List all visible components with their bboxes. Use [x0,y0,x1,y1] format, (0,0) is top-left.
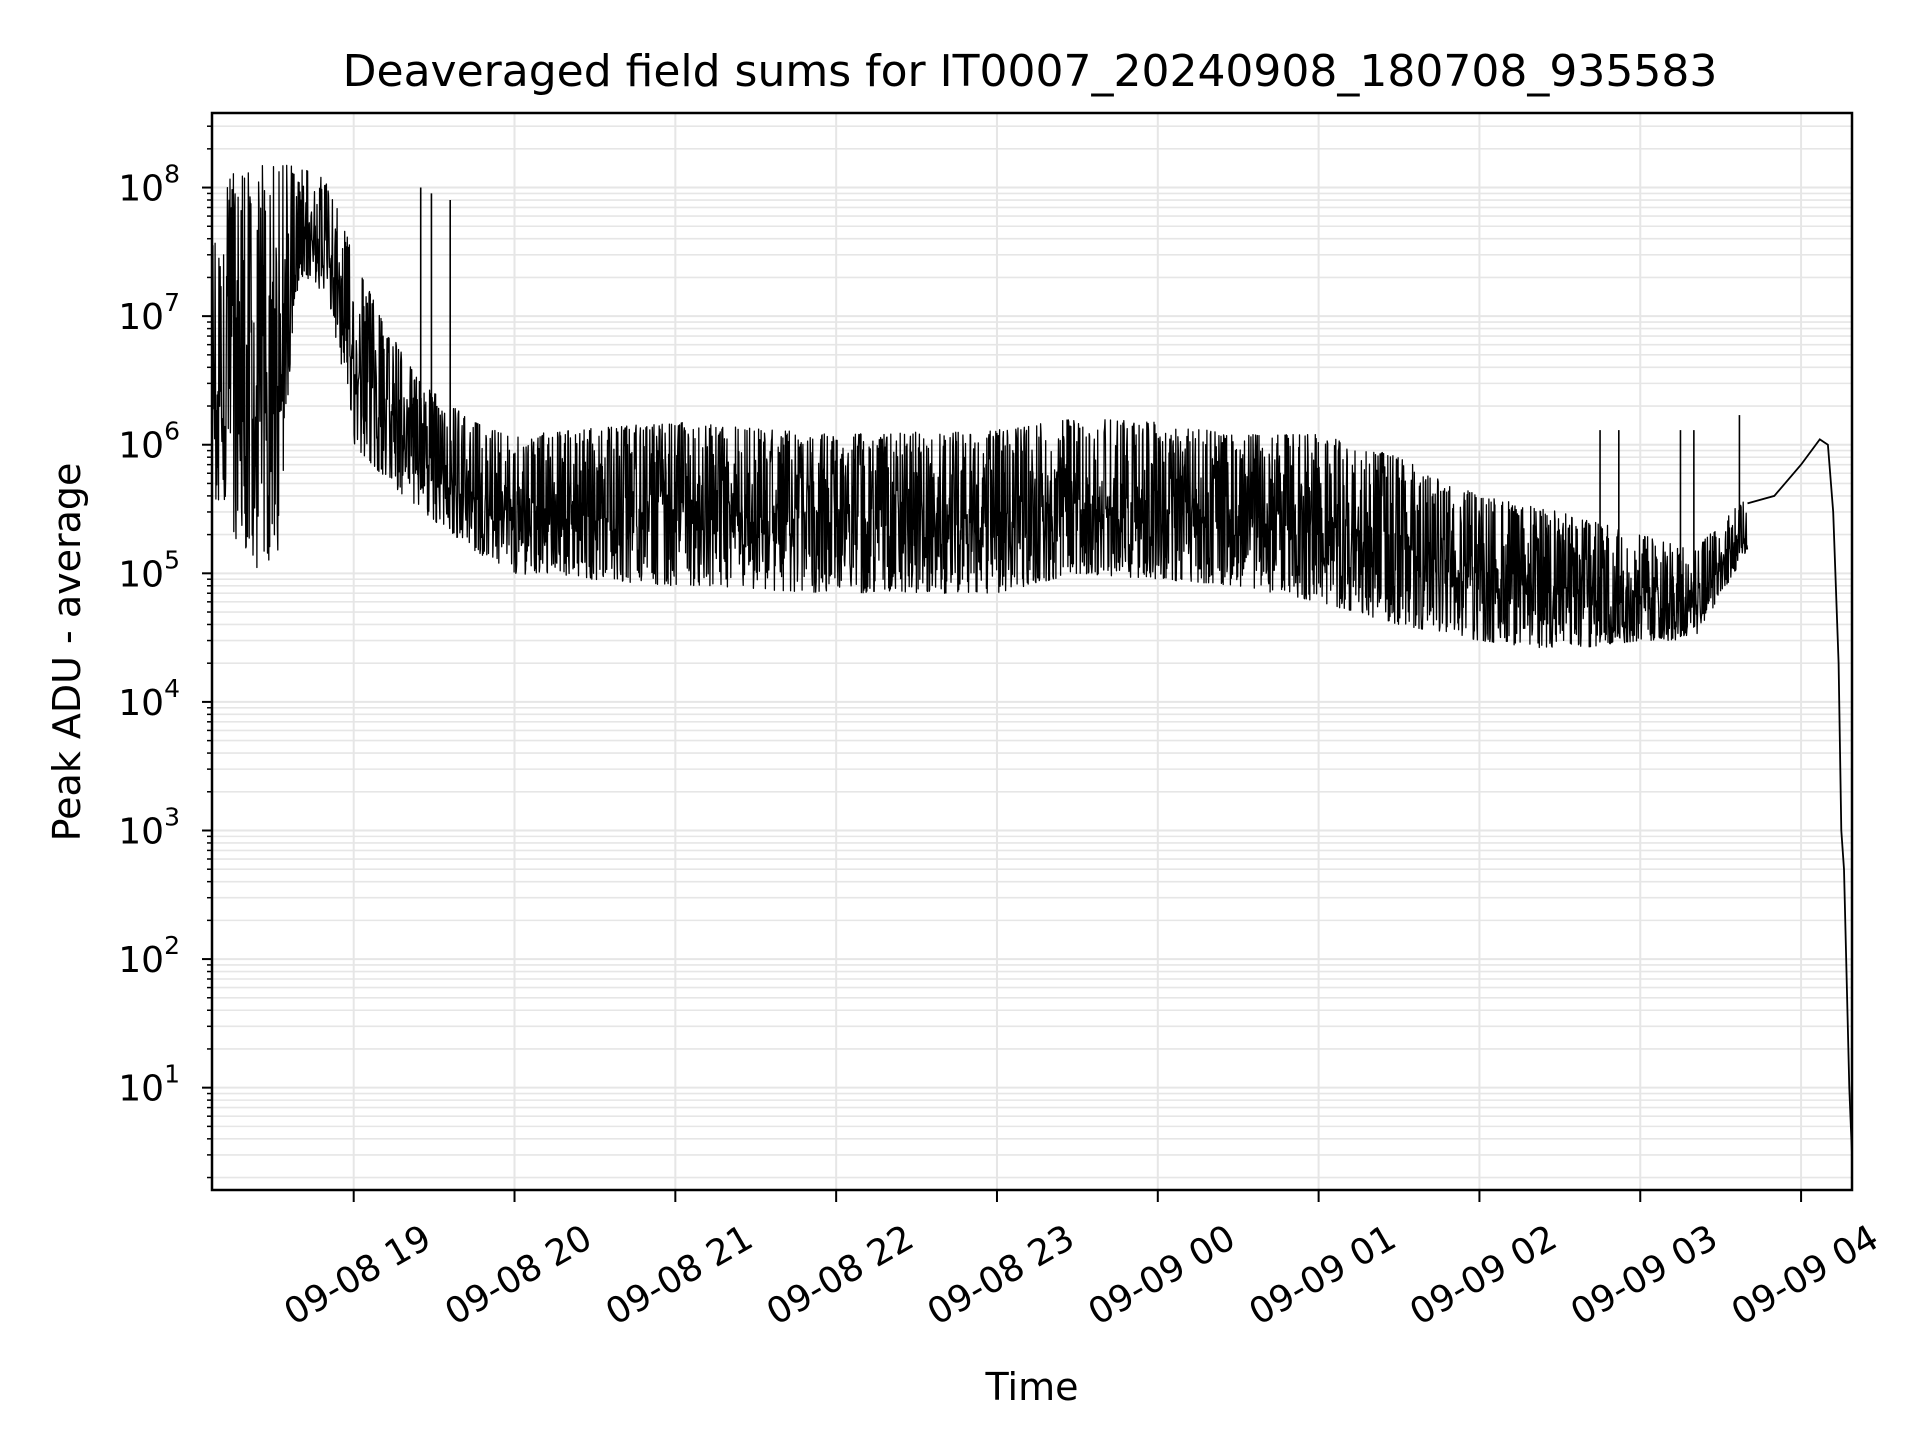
y-tick-label: 104 [118,674,180,724]
y-axis-label: Peak ADU - average [45,463,89,842]
axes-frame [210,111,1854,1192]
y-tick-label: 101 [118,1060,180,1110]
y-tick-label: 105 [118,545,180,595]
y-tick-label: 103 [118,802,180,852]
y-tick-label: 106 [118,417,180,467]
series-line [210,164,1749,649]
chart-title: Deaveraged field sums for IT0007_2024090… [343,46,1718,97]
y-tick-label: 102 [118,931,180,981]
y-tick-label: 108 [118,160,180,210]
series-tail [1747,438,1853,1155]
x-axis-label: Time [985,1365,1079,1409]
y-axis: 101 102 103 104 105 106 107 108 [118,125,212,1179]
y-tick-label: 107 [118,288,180,338]
grid-lines [212,113,1852,1190]
plot-area [210,164,1853,1155]
